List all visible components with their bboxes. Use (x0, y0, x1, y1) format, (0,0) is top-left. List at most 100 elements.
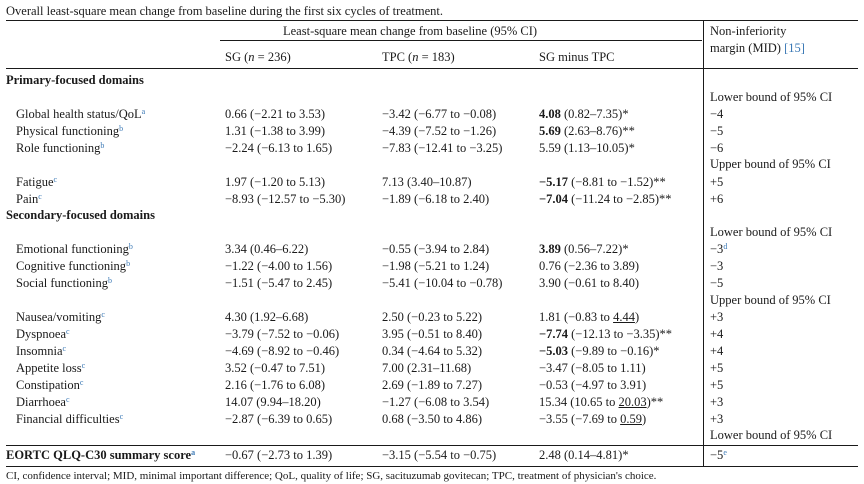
row-label: Dyspnoeac (16, 327, 70, 341)
cell-diff: −7.74 (−12.13 to −3.35)** (539, 327, 673, 341)
cell-tpc: −1.27 (−6.08 to 3.54) (382, 395, 490, 409)
row-label: Diarrhoeac (16, 395, 70, 409)
row-label: Fatiguec (16, 175, 58, 189)
cell-diff: −7.04 (−11.24 to −2.85)** (539, 192, 672, 206)
row-label: Emotional functioningb (16, 242, 133, 256)
row-label: Social functioningb (16, 276, 112, 290)
cell-margin: −5 (710, 124, 724, 138)
cell-diff: −5.03 (−9.89 to −0.16)* (539, 344, 660, 358)
bound-label: Lower bound of 95% CI (710, 90, 833, 104)
cell-margin: +5 (710, 175, 724, 189)
cell-margin: −3 (710, 259, 724, 273)
cell-sg: 1.31 (−1.38 to 3.99) (225, 124, 326, 138)
row-label: Financial difficultiesc (16, 412, 124, 426)
cell-diff: 3.89 (0.56–7.22)* (539, 242, 629, 256)
cell-margin: −5e (710, 448, 727, 462)
cell-tpc: −3.15 (−5.54 to −0.75) (382, 448, 497, 462)
cell-sg: −4.69 (−8.92 to −0.46) (225, 344, 340, 358)
cell-sg: 3.34 (0.46–6.22) (225, 242, 309, 256)
cell-margin: +5 (710, 361, 724, 375)
cell-margin: +6 (710, 192, 724, 206)
row-label: Global health status/QoLa (16, 107, 146, 121)
cell-diff: −3.55 (−7.69 to 0.59) (539, 412, 647, 426)
row-label: Nausea/vomitingc (16, 310, 105, 324)
cell-sg: 0.66 (−2.21 to 3.53) (225, 107, 326, 121)
cell-diff: 5.59 (1.13–10.05)* (539, 141, 635, 155)
cell-tpc: 7.00 (2.31–11.68) (382, 361, 472, 375)
cell-diff: 1.81 (−0.83 to 4.44) (539, 310, 640, 324)
header-tpc: TPC (n = 183) (382, 50, 455, 64)
cell-tpc: −5.41 (−10.04 to −0.78) (382, 276, 503, 290)
row-label: Physical functioningb (16, 124, 124, 138)
section-primary: Primary-focused domains (6, 73, 144, 87)
cell-sg: −8.93 (−12.57 to −5.30) (225, 192, 346, 206)
cell-diff: 4.08 (0.82–7.35)* (539, 107, 629, 121)
cell-tpc: −1.89 (−6.18 to 2.40) (382, 192, 490, 206)
cell-sg: −0.67 (−2.73 to 1.39) (225, 448, 333, 462)
cell-sg: −1.22 (−4.00 to 1.56) (225, 259, 333, 273)
cell-sg: 3.52 (−0.47 to 7.51) (225, 361, 326, 375)
column-divider (703, 20, 704, 466)
header-margin-line2: margin (MID) [15] (710, 41, 805, 55)
header-diff: SG minus TPC (539, 50, 615, 64)
cell-tpc: 3.95 (−0.51 to 8.40) (382, 327, 483, 341)
cell-diff: −5.17 (−8.81 to −1.52)** (539, 175, 666, 189)
cell-margin: +4 (710, 344, 724, 358)
header-sg: SG (n = 236) (225, 50, 291, 64)
top-rule (6, 20, 858, 21)
cell-tpc: 0.68 (−3.50 to 4.86) (382, 412, 483, 426)
cell-tpc: 7.13 (3.40–10.87) (382, 175, 472, 189)
bound-label: Upper bound of 95% CI (710, 293, 831, 307)
cell-sg: 2.16 (−1.76 to 6.08) (225, 378, 326, 392)
margin-reference-link[interactable]: [15] (784, 41, 805, 55)
row-label: Insomniac (16, 344, 67, 358)
cell-sg: 4.30 (1.92–6.68) (225, 310, 309, 324)
row-label: Role functioningb (16, 141, 105, 155)
bottom-rule (6, 466, 858, 467)
cell-tpc: −4.39 (−7.52 to −1.26) (382, 124, 497, 138)
cell-sg: −3.79 (−7.52 to −0.06) (225, 327, 340, 341)
cell-sg: −1.51 (−5.47 to 2.45) (225, 276, 333, 290)
cell-sg: −2.87 (−6.39 to 0.65) (225, 412, 333, 426)
row-label: Constipationc (16, 378, 84, 392)
cell-sg: 1.97 (−1.20 to 5.13) (225, 175, 326, 189)
cell-tpc: −3.42 (−6.77 to −0.08) (382, 107, 497, 121)
bound-label: Lower bound of 95% CI (710, 225, 833, 239)
cell-sg: 14.07 (9.94–18.20) (225, 395, 321, 409)
cell-diff: 3.90 (−0.61 to 8.40) (539, 276, 640, 290)
bound-label: Upper bound of 95% CI (710, 157, 831, 171)
row-label: EORTC QLQ-C30 summary scorea (6, 448, 196, 462)
cell-tpc: −0.55 (−3.94 to 2.84) (382, 242, 490, 256)
cell-diff: 15.34 (10.65 to 20.03)** (539, 395, 664, 409)
cell-diff: −3.47 (−8.05 to 1.11) (539, 361, 646, 375)
cell-margin: +4 (710, 327, 724, 341)
cell-margin: −3d (710, 242, 728, 256)
cell-margin: +3 (710, 412, 724, 426)
cell-diff: 2.48 (0.14–4.81)* (539, 448, 629, 462)
section-secondary: Secondary-focused domains (6, 208, 155, 222)
row-label: Painc (16, 192, 42, 206)
cell-tpc: 2.50 (−0.23 to 5.22) (382, 310, 483, 324)
cell-tpc: 2.69 (−1.89 to 7.27) (382, 378, 483, 392)
cell-diff: −0.53 (−4.97 to 3.91) (539, 378, 647, 392)
summary-rule (6, 445, 858, 446)
bound-label: Lower bound of 95% CI (710, 428, 833, 442)
header-margin-line1: Non-inferiority (710, 24, 787, 38)
group-rule (220, 40, 702, 41)
header-rule (6, 68, 858, 69)
cell-margin: +3 (710, 310, 724, 324)
table-caption: Overall least-square mean change from ba… (6, 4, 443, 18)
cell-diff: 5.69 (2.63–8.76)** (539, 124, 635, 138)
header-group-label: Least-square mean change from baseline (… (283, 24, 538, 38)
cell-tpc: −1.98 (−5.21 to 1.24) (382, 259, 490, 273)
cell-margin: +3 (710, 395, 724, 409)
cell-margin: +5 (710, 378, 724, 392)
row-label: Cognitive functioningb (16, 259, 131, 273)
cell-tpc: 0.34 (−4.64 to 5.32) (382, 344, 483, 358)
cell-tpc: −7.83 (−12.41 to −3.25) (382, 141, 503, 155)
cell-sg: −2.24 (−6.13 to 1.65) (225, 141, 333, 155)
row-label: Appetite lossc (16, 361, 86, 375)
cell-diff: 0.76 (−2.36 to 3.89) (539, 259, 640, 273)
cell-margin: −6 (710, 141, 724, 155)
cell-margin: −5 (710, 276, 724, 290)
